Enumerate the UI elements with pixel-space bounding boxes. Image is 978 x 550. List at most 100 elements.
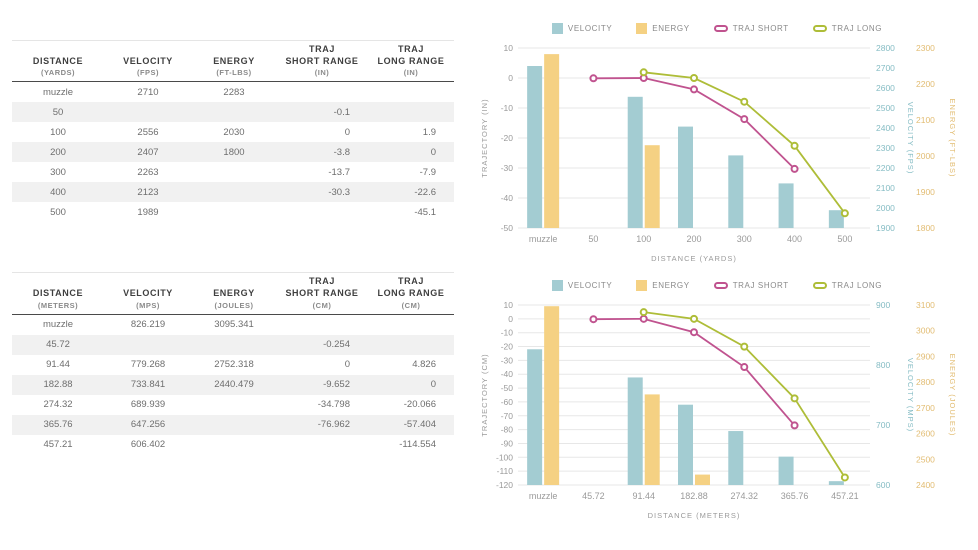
energy-bar[interactable] xyxy=(644,394,660,485)
energy-tick-label: 3100 xyxy=(916,300,935,310)
table-cell: 2263 xyxy=(137,166,159,178)
traj-short-point[interactable] xyxy=(690,85,698,94)
trajectory-tick-label: -80 xyxy=(501,425,514,435)
table-cell: 274.32 xyxy=(43,399,73,411)
traj-short-point[interactable] xyxy=(790,164,799,173)
table-row: 91.44 779.268 2752.318 0 4.826 xyxy=(12,355,454,375)
legend-label: ENERGY xyxy=(652,23,690,33)
velocity-bar[interactable] xyxy=(527,66,543,228)
table-row: 100 2556 2030 0 1.9 xyxy=(12,122,454,142)
table-cell xyxy=(192,162,276,182)
velocity-tick-label: 2200 xyxy=(876,163,895,173)
velocity-bar[interactable] xyxy=(828,210,844,228)
velocity-tick-label: 2000 xyxy=(876,203,895,213)
table-cell xyxy=(192,395,276,415)
energy-bar[interactable] xyxy=(695,474,710,485)
table-cell xyxy=(192,435,276,455)
trajectory-tick-label: 0 xyxy=(508,314,513,324)
velocity-bar[interactable] xyxy=(678,404,693,485)
table-cell: 365.76 xyxy=(43,419,73,431)
traj-long-point[interactable] xyxy=(790,394,799,403)
column-header-distance: DISTANCE (YARDS) xyxy=(12,40,104,83)
table-cell: 2752.318 xyxy=(214,359,254,371)
traj-short-point[interactable] xyxy=(740,363,749,372)
traj-long-point[interactable] xyxy=(690,314,698,323)
energy-axis-title: ENERGY (JOULES) xyxy=(948,354,956,437)
table-cell: 0 xyxy=(430,146,436,158)
table-cell: -0.1 xyxy=(333,106,350,118)
table-row: 274.32 689.939 -34.798 -20.066 xyxy=(12,395,454,415)
traj-long-point[interactable] xyxy=(639,68,648,77)
table-cell xyxy=(276,435,368,455)
table-cell: 0 xyxy=(430,379,436,391)
traj-short-swatch xyxy=(713,281,728,289)
table-cell: -114.554 xyxy=(399,439,436,451)
velocity-bar[interactable] xyxy=(778,183,794,228)
traj-short-point[interactable] xyxy=(790,421,799,430)
velocity-tick-label: 2300 xyxy=(876,143,895,153)
traj-long-point[interactable] xyxy=(840,209,849,218)
traj-short-point[interactable] xyxy=(589,74,598,83)
legend-item-traj-long[interactable]: TRAJ LONG xyxy=(812,281,882,290)
velocity-bar[interactable] xyxy=(828,481,844,485)
trajectory-tick-label: -30 xyxy=(501,355,514,365)
legend-item-energy[interactable]: ENERGY xyxy=(636,279,689,291)
table-cell: 50 xyxy=(52,106,64,118)
traj-short-point[interactable] xyxy=(589,315,598,324)
trajectory-tick-label: -20 xyxy=(501,342,514,352)
x-tick-label: muzzle xyxy=(529,491,558,501)
energy-swatch xyxy=(636,22,648,34)
column-header-traj-short-range: TRAJ SHORT RANGE (CM) xyxy=(276,272,368,315)
traj-long-point[interactable] xyxy=(740,342,749,351)
x-tick-label: 91.44 xyxy=(632,491,655,501)
energy-axis-title: ENERGY (FT-LBS) xyxy=(948,98,956,177)
velocity-tick-label: 1900 xyxy=(876,223,895,233)
energy-bar[interactable] xyxy=(544,54,560,229)
velocity-bar[interactable] xyxy=(728,155,744,228)
trajectory-tick-label: -100 xyxy=(496,452,513,462)
traj-short-swatch xyxy=(713,24,728,32)
table-cell: 689.939 xyxy=(130,399,166,411)
ballistics-chart-imperial: VELOCITY ENERGY TRAJ SHORT TRAJ LONG -50 -40-… xyxy=(478,20,957,269)
traj-long-point[interactable] xyxy=(740,97,749,106)
velocity-bar[interactable] xyxy=(778,456,794,485)
chart-legend: VELOCITY ENERGY TRAJ SHORT TRAJ LONG xyxy=(478,20,956,36)
energy-bar[interactable] xyxy=(644,145,660,228)
traj-short-point[interactable] xyxy=(740,115,749,124)
energy-tick-label: 2200 xyxy=(916,79,935,89)
legend-item-velocity[interactable]: VELOCITY xyxy=(551,279,613,291)
traj-long-point[interactable] xyxy=(790,141,799,150)
legend-label: VELOCITY xyxy=(567,280,613,290)
trajectory-tick-label: 0 xyxy=(508,73,513,83)
legend-item-traj-short[interactable]: TRAJ SHORT xyxy=(713,281,789,290)
charts-panel: VELOCITY ENERGY TRAJ SHORT TRAJ LONG -50 -40-… xyxy=(470,0,978,550)
traj-short-point[interactable] xyxy=(639,314,648,323)
ballistics-chart-metric: VELOCITY ENERGY TRAJ SHORT TRAJ LONG -120 -11… xyxy=(478,277,957,526)
table-cell xyxy=(192,202,276,222)
velocity-bar[interactable] xyxy=(627,96,643,228)
trajectory-tick-label: -50 xyxy=(501,223,514,233)
traj-long-point[interactable] xyxy=(639,308,648,317)
legend-item-traj-long[interactable]: TRAJ LONG xyxy=(812,24,882,33)
legend-item-traj-short[interactable]: TRAJ SHORT xyxy=(713,24,789,33)
energy-tick-label: 1800 xyxy=(916,223,935,233)
velocity-bar[interactable] xyxy=(678,126,693,228)
velocity-bar[interactable] xyxy=(627,377,643,485)
trajectory-tick-label: -60 xyxy=(501,397,514,407)
table-cell: -0.254 xyxy=(323,339,350,351)
table-cell: 200 xyxy=(50,146,66,158)
table-row: muzzle 2710 2283 xyxy=(12,82,454,103)
legend-item-energy[interactable]: ENERGY xyxy=(636,22,690,34)
velocity-bar[interactable] xyxy=(728,431,744,485)
traj-long-point[interactable] xyxy=(840,473,849,482)
energy-bar[interactable] xyxy=(544,306,560,485)
column-header-energy: ENERGY (JOULES) xyxy=(192,272,276,315)
velocity-bar[interactable] xyxy=(527,349,543,485)
energy-swatch xyxy=(636,279,648,291)
traj-short-point[interactable] xyxy=(690,328,698,337)
trajectory-tick-label: -50 xyxy=(501,383,514,393)
legend-item-velocity[interactable]: VELOCITY xyxy=(551,22,612,34)
table-row: 50 -0.1 xyxy=(12,102,454,123)
traj-long-point[interactable] xyxy=(690,74,698,82)
table-cell: 733.841 xyxy=(130,379,166,391)
